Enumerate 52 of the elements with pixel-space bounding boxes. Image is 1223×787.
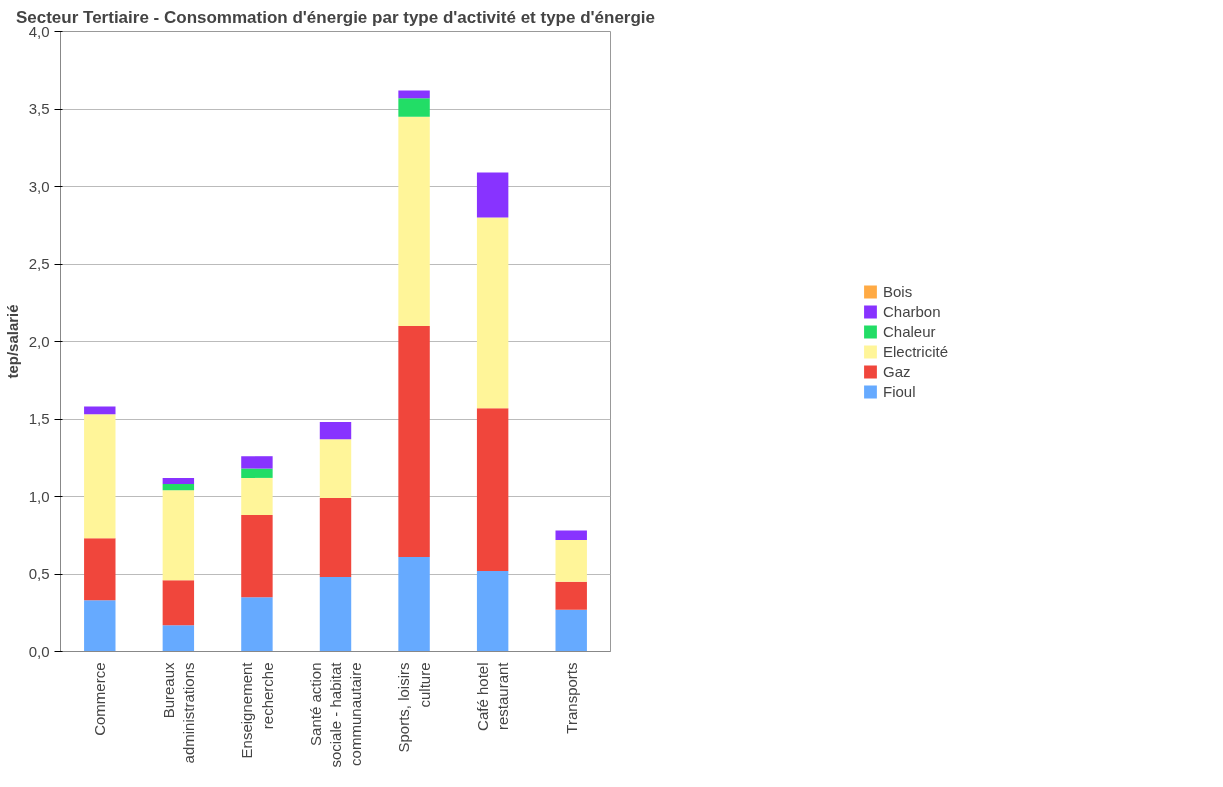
bar <box>162 484 195 491</box>
bar <box>241 477 273 516</box>
y-tick-label: 1,0 <box>28 487 50 505</box>
y-tick-label: 0,5 <box>28 565 50 582</box>
bar <box>398 556 430 652</box>
x-tick-label: Bureaux administrations <box>159 662 198 764</box>
bar <box>162 625 195 652</box>
bar <box>162 580 195 626</box>
bar <box>319 577 352 652</box>
legend-label: Bois <box>882 282 913 300</box>
bar <box>241 515 273 598</box>
y-tick-label: 3,0 <box>28 177 50 195</box>
legend-label: Electricité <box>882 342 949 360</box>
bar <box>319 439 352 499</box>
legend-label: Fioul <box>882 382 916 400</box>
bar <box>84 414 116 539</box>
bar <box>162 477 195 485</box>
bar <box>555 581 587 610</box>
bar <box>476 408 509 571</box>
bar <box>319 498 352 578</box>
bar <box>398 98 430 117</box>
y-tick-label: 2,0 <box>28 332 50 350</box>
bar <box>555 530 587 540</box>
bar <box>555 539 587 582</box>
legend-label: Charbon <box>882 302 941 320</box>
legend-label: Gaz <box>882 362 911 380</box>
bar <box>319 422 352 440</box>
x-tick-label: Commerce <box>91 662 109 736</box>
bar <box>84 538 116 601</box>
y-axis-title: tep/salarié <box>3 304 21 379</box>
x-tick-label: Sports, loisirs culture <box>395 662 433 753</box>
legend-label: Chaleur <box>882 322 936 340</box>
bar <box>555 609 587 652</box>
bar <box>162 490 195 581</box>
y-tick-label: 2,5 <box>28 255 50 272</box>
x-tick-label: Enseignement recherche <box>238 661 276 759</box>
bar <box>476 570 509 652</box>
bar <box>241 468 273 478</box>
bar <box>241 456 273 469</box>
bar <box>476 172 509 218</box>
x-tick-label: Transports <box>562 662 580 734</box>
bar <box>84 406 116 415</box>
bar <box>241 597 273 652</box>
y-tick-label: 3,5 <box>28 100 50 117</box>
y-tick-label: 0,0 <box>28 642 50 660</box>
y-tick-label: 1,5 <box>28 410 50 427</box>
bar <box>476 217 509 409</box>
x-tick-label: Santé action sociale - habitat communautaire <box>306 661 365 768</box>
bar <box>398 90 430 99</box>
bar <box>84 600 116 652</box>
bar <box>398 326 430 557</box>
bar <box>398 116 430 326</box>
